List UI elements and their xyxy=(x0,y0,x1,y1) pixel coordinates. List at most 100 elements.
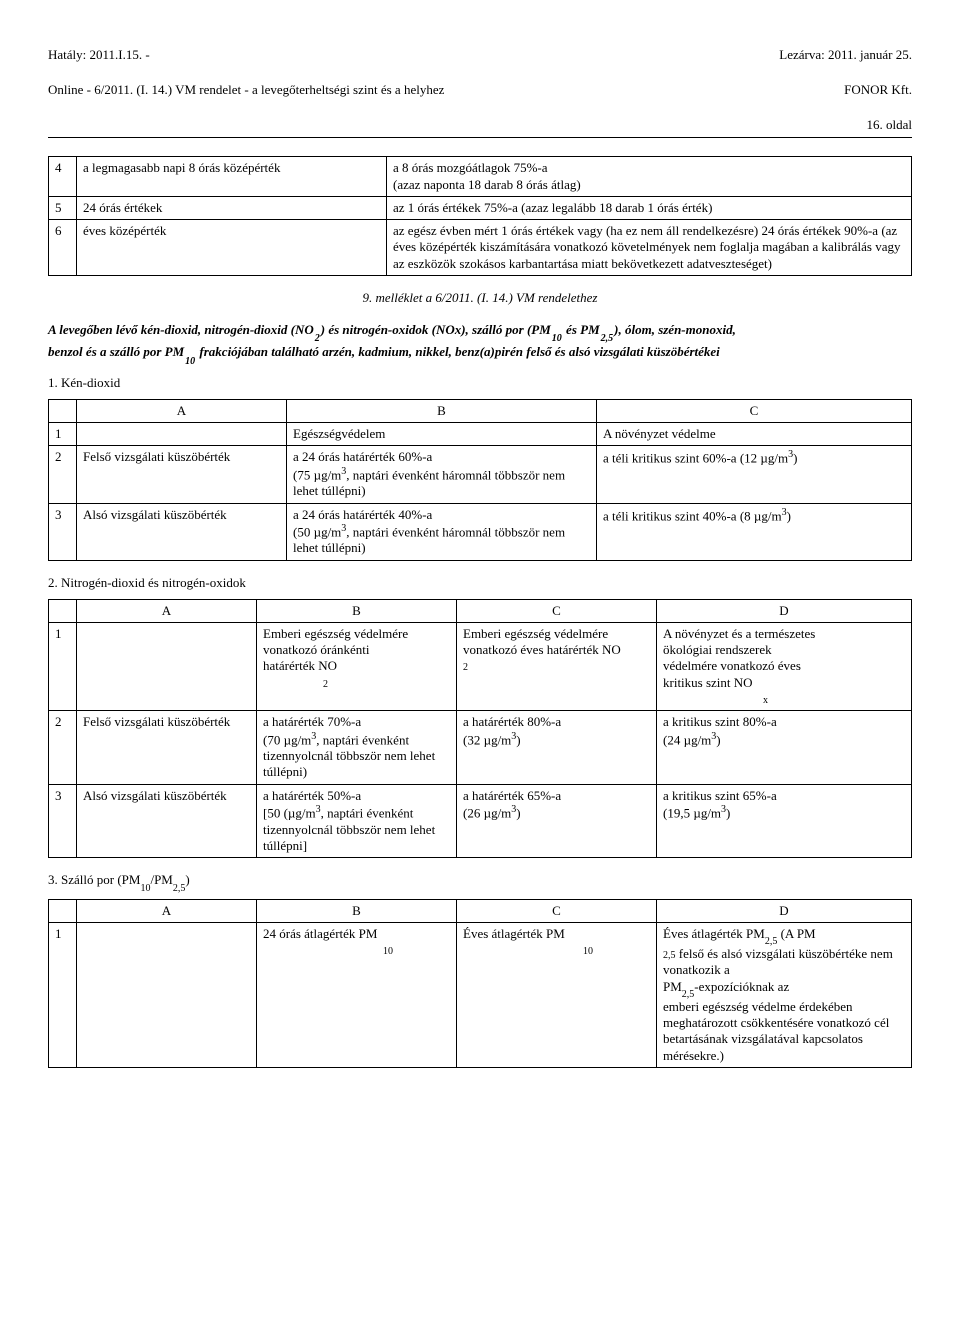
subscript: 2,5 xyxy=(173,883,186,894)
subscript: 10 xyxy=(551,333,563,344)
cell: Felső vizsgálati küszöbérték xyxy=(77,711,257,784)
cell: Alsó vizsgálati küszöbérték xyxy=(77,784,257,857)
subscript: 2 xyxy=(263,679,328,690)
col-c: C xyxy=(457,899,657,922)
cell-text: ) xyxy=(716,732,720,747)
subscript: 10 xyxy=(463,946,593,957)
cell: Alsó vizsgálati küszöbérték xyxy=(77,503,287,560)
cell-text: vonatkozó éves határérték NO xyxy=(463,642,621,657)
row-index: 1 xyxy=(49,423,77,446)
cell-text: Éves átlagérték PM xyxy=(663,926,765,941)
header-rule xyxy=(48,137,912,138)
table-header-row: A B C xyxy=(49,399,912,422)
cell-text: ) xyxy=(726,805,730,820)
subscript: 2,5 xyxy=(663,950,676,961)
cell-text: ökológiai rendszerek xyxy=(663,642,772,657)
cell-text: a téli kritikus szint 40%-a (8 µg/m xyxy=(603,508,782,523)
row-a: a legmagasabb napi 8 órás középérték xyxy=(77,157,387,197)
header-left: Hatály: 2011.I.15. - Online - 6/2011. (I… xyxy=(48,28,444,133)
cell-text: ) xyxy=(516,732,520,747)
col-b: B xyxy=(287,399,597,422)
col-c: C xyxy=(457,599,657,622)
section-3-title: 3. Szálló por (PM10/PM2,5) xyxy=(48,872,912,891)
cell: a téli kritikus szint 40%-a (8 µg/m3) xyxy=(597,503,912,560)
mh-text: A levegőben lévő kén-dioxid, nitrogén-di… xyxy=(48,322,314,337)
cell: a határérték 80%-a (32 µg/m3) xyxy=(457,711,657,784)
subscript: 2 xyxy=(314,333,321,344)
row-index: 2 xyxy=(49,446,77,503)
row-b: az 1 órás értékek 75%-a (azaz legalább 1… xyxy=(387,196,912,219)
cell: Emberi egészség védelmére vonatkozó órán… xyxy=(257,622,457,711)
cell: A növényzet védelme xyxy=(597,423,912,446)
subscript: x xyxy=(663,695,768,706)
cell-text: vonatkozó óránkénti xyxy=(263,642,370,657)
table-row: 4 a legmagasabb napi 8 órás középérték a… xyxy=(49,157,912,197)
header-right-line2: FONOR Kft. xyxy=(844,82,912,97)
subscript: 2 xyxy=(463,662,468,673)
blank-cell xyxy=(49,899,77,922)
subscript: 10 xyxy=(263,946,393,957)
cell: a kritikus szint 65%-a (19,5 µg/m3) xyxy=(657,784,912,857)
table-row: 6 éves középérték az egész évben mért 1 … xyxy=(49,220,912,276)
row-b: a 8 órás mozgóátlagok 75%-a (azaz napont… xyxy=(387,157,912,197)
subscript: 10 xyxy=(184,356,196,367)
header-left-line2: Online - 6/2011. (I. 14.) VM rendelet - … xyxy=(48,82,444,97)
header-left-line1: Hatály: 2011.I.15. - xyxy=(48,47,150,62)
cell: a 24 órás határérték 40%-a (50 µg/m3, na… xyxy=(287,503,597,560)
main-heading: A levegőben lévő kén-dioxid, nitrogén-di… xyxy=(48,320,912,365)
cell-text: 24 órás átlagérték PM xyxy=(263,926,377,941)
table-continuation: 4 a legmagasabb napi 8 órás középérték a… xyxy=(48,156,912,276)
cell xyxy=(77,622,257,711)
cell-text: ) xyxy=(516,805,520,820)
row-index: 4 xyxy=(49,157,77,197)
table-header-row: A B C D xyxy=(49,899,912,922)
col-a: A xyxy=(77,399,287,422)
subscript: 2,5 xyxy=(682,989,695,1000)
section-1-title: 1. Kén-dioxid xyxy=(48,375,912,391)
sec3-text: ) xyxy=(185,872,189,887)
cell-text: felső és alsó vizsgálati küszöbértéke ne… xyxy=(663,946,893,978)
cell-text: a téli kritikus szint 60%-a (12 µg/m xyxy=(603,451,788,466)
col-b: B xyxy=(257,899,457,922)
col-d: D xyxy=(657,899,912,922)
cell: a határérték 70%-a (70 µg/m3, naptári év… xyxy=(257,711,457,784)
row-index: 3 xyxy=(49,503,77,560)
row-b: az egész évben mért 1 órás értékek vagy … xyxy=(387,220,912,276)
header-right-line3: 16. oldal xyxy=(867,117,913,132)
mh-text: benzol és a szálló por PM xyxy=(48,344,184,359)
table-row: 3 Alsó vizsgálati küszöbérték a határért… xyxy=(49,784,912,857)
cell: Felső vizsgálati küszöbérték xyxy=(77,446,287,503)
attachment-title: 9. melléklet a 6/2011. (I. 14.) VM rende… xyxy=(48,290,912,306)
cell-text: Emberi egészség védelmére xyxy=(263,626,408,641)
blank-cell xyxy=(49,599,77,622)
cell-text: ) xyxy=(793,451,797,466)
cell-text: emberi egészség védelme érdekében meghat… xyxy=(663,999,889,1063)
cell: a téli kritikus szint 60%-a (12 µg/m3) xyxy=(597,446,912,503)
subscript: 10 xyxy=(140,883,150,894)
header-right-line1: Lezárva: 2011. január 25. xyxy=(779,47,912,62)
cell: 24 órás átlagérték PM 10 xyxy=(257,922,457,1067)
cell: Emberi egészség védelmére vonatkozó éves… xyxy=(457,622,657,711)
blank-cell xyxy=(49,399,77,422)
table-header-row: A B C D xyxy=(49,599,912,622)
cell: Éves átlagérték PM2,5 (A PM 2,5 felső és… xyxy=(657,922,912,1067)
subscript: 2,5 xyxy=(600,333,615,344)
col-c: C xyxy=(597,399,912,422)
row-index: 3 xyxy=(49,784,77,857)
cell-text: ) xyxy=(787,508,791,523)
cell-text: PM xyxy=(663,979,682,994)
mh-text: ), ólom, szén-monoxid, xyxy=(614,322,736,337)
table-1: A B C 1 Egészségvédelem A növényzet véde… xyxy=(48,399,912,561)
mh-text: ) és nitrogén-oxidok (NOx), szálló por (… xyxy=(321,322,551,337)
cell-text: kritikus szint NO xyxy=(663,675,753,690)
cell xyxy=(77,922,257,1067)
subscript: 2,5 xyxy=(765,936,778,947)
cell: A növényzet és a természetes ökológiai r… xyxy=(657,622,912,711)
sec3-text: 3. Szálló por (PM xyxy=(48,872,140,887)
cell: a 24 órás határérték 60%-a (75 µg/m3, na… xyxy=(287,446,597,503)
cell xyxy=(77,423,287,446)
cell-text: A növényzet és a természetes xyxy=(663,626,815,641)
cell: a határérték 50%-a [50 (µg/m3, naptári é… xyxy=(257,784,457,857)
cell-text: -expozícióknak az xyxy=(694,979,789,994)
table-row: 3 Alsó vizsgálati küszöbérték a 24 órás … xyxy=(49,503,912,560)
